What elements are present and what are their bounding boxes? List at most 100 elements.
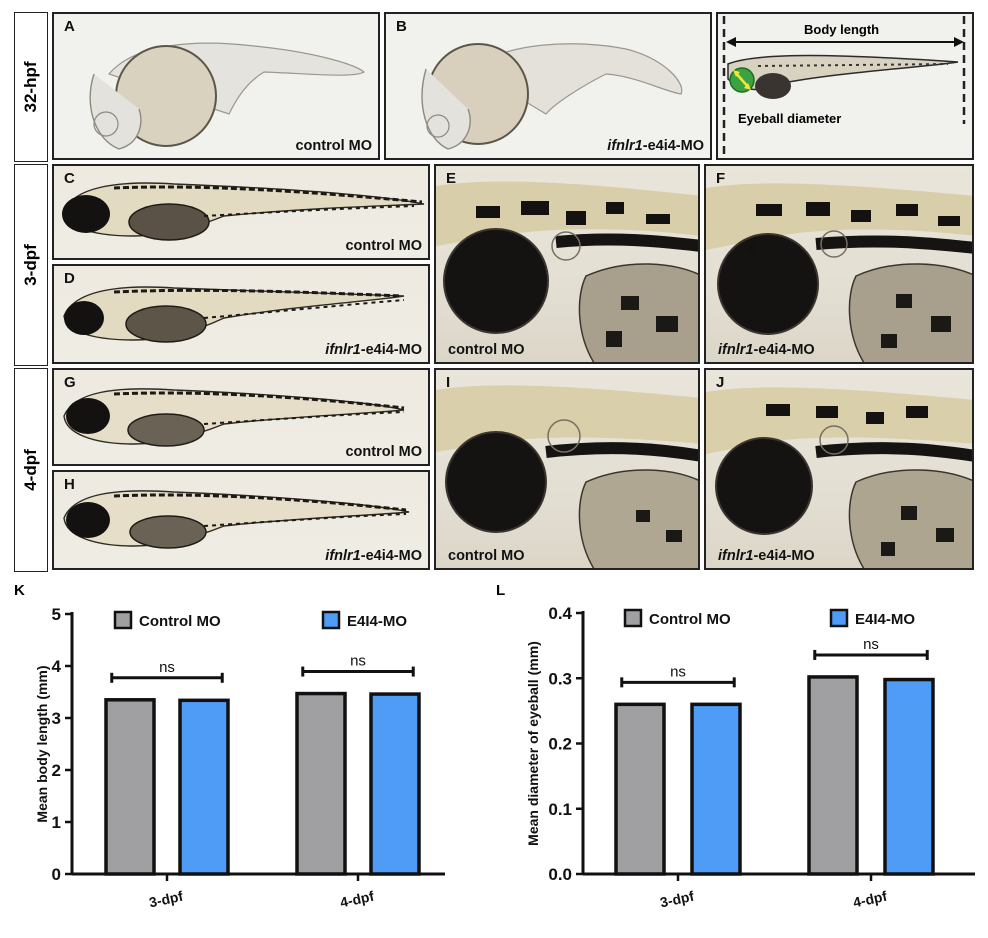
y-tick-label: 3	[52, 709, 61, 728]
panel-c: C control MO	[52, 164, 430, 260]
eyeball-diameter-label: Eyeball diameter	[738, 111, 842, 126]
larva-image	[62, 182, 425, 241]
row-label-text: 3-dpf	[21, 244, 40, 286]
legend-label: Control MO	[649, 611, 731, 628]
head-zoom-image	[706, 183, 972, 362]
bar-4-dpf-e4i4	[369, 692, 421, 876]
y-tick-label: 0.4	[548, 604, 572, 623]
panel-letter: I	[446, 374, 451, 391]
panel-letter: D	[64, 270, 75, 287]
embryo-image	[421, 43, 683, 150]
panel-caption: ifnlr1-e4i4-MO	[325, 342, 422, 358]
bar-3-dpf-e4i4	[690, 702, 742, 876]
row-label-3dpf: 3-dpf	[14, 164, 48, 366]
bar-3-dpf-e4i4	[178, 698, 230, 876]
significance-label: ns	[670, 663, 686, 680]
significance-label: ns	[350, 653, 366, 670]
panel-e: E control MO	[434, 164, 700, 364]
chart-k: 0 1 2 3 4 5 Mean body length (mm) Control MO E4I…	[0, 585, 470, 933]
chart-letter-l: L	[496, 582, 506, 599]
body-length-label: Body length	[804, 22, 880, 37]
panel-letter: C	[64, 170, 75, 187]
row-label-32hpf: 32-hpf	[14, 12, 48, 162]
y-axis-label: Mean body length (mm)	[34, 665, 50, 822]
bar-4-dpf-e4i4	[883, 677, 935, 876]
chart-l: 0.0 0.1 0.2 0.3 0.4 Mean diameter of eyeball …	[480, 585, 988, 933]
row-label-text: 4-dpf	[21, 449, 40, 491]
chart-letter-k: K	[14, 582, 25, 599]
larva-image	[63, 388, 405, 447]
legend-swatch	[623, 608, 643, 628]
panel-j: J ifnlr1-e4i4-MO	[704, 368, 974, 570]
measurement-diagram	[722, 16, 966, 158]
panel-h: H ifnlr1-e4i4-MO	[52, 470, 430, 570]
panel-caption: ifnlr1-e4i4-MO	[718, 342, 815, 358]
y-tick-label: 5	[52, 605, 61, 624]
x-tick-label: 3-dpf	[659, 888, 696, 911]
x-tick-label: 4-dpf	[852, 888, 889, 911]
gene-name: ifnlr1	[325, 548, 361, 564]
bar-3-dpf-control	[104, 698, 156, 876]
morpholino-suffix: -e4i4-MO	[360, 548, 422, 564]
significance-label: ns	[863, 636, 879, 653]
panel-f: F ifnlr1-e4i4-MO	[704, 164, 974, 364]
y-axis-label: Mean diameter of eyeball (mm)	[525, 641, 541, 846]
y-tick-label: 2	[52, 761, 61, 780]
head-zoom-image	[436, 385, 698, 568]
y-tick-label: 0	[52, 865, 61, 884]
panel-letter: F	[716, 170, 726, 187]
head-zoom-image	[436, 181, 698, 362]
panel-caption: control MO	[448, 342, 525, 358]
bar-4-dpf-control	[295, 691, 347, 876]
legend-label: E4I4-MO	[855, 611, 915, 628]
chart-l-svg: 0.0 0.1 0.2 0.3 0.4 Mean diameter of eyeball …	[525, 604, 975, 911]
x-tick-label: 3-dpf	[148, 888, 185, 911]
larva-image	[63, 490, 410, 549]
legend-swatch	[321, 610, 341, 630]
y-tick-label: 0.1	[548, 800, 572, 819]
morpholino-suffix: -e4i4-MO	[753, 342, 815, 358]
panel-caption: control MO	[295, 138, 372, 154]
panel-letter: B	[396, 18, 407, 35]
y-tick-label: 4	[52, 657, 62, 676]
panel-caption: ifnlr1-e4i4-MO	[718, 548, 815, 564]
panel-letter: A	[64, 18, 75, 35]
panel-letter: H	[64, 476, 75, 493]
y-tick-label: 0.0	[548, 865, 572, 884]
panel-b: B ifnlr1-e4i4-MO	[384, 12, 712, 160]
head-zoom-image	[706, 387, 972, 568]
chart-k-svg: 0 1 2 3 4 5 Mean body length (mm) Control MO E4I…	[34, 605, 445, 911]
morpholino-suffix: -e4i4-MO	[360, 342, 422, 358]
panel-i: I control MO	[434, 368, 700, 570]
significance-label: ns	[159, 659, 175, 676]
panel-caption: control MO	[345, 238, 422, 254]
row-label-text: 32-hpf	[21, 61, 40, 113]
panel-letter: E	[446, 170, 457, 187]
morpholino-suffix: -e4i4-MO	[642, 138, 704, 154]
bar-4-dpf-control	[807, 675, 859, 876]
x-tick-label: 4-dpf	[339, 888, 376, 911]
y-tick-label: 0.2	[548, 735, 572, 754]
legend-swatch	[829, 608, 849, 628]
panel-caption: control MO	[448, 548, 525, 564]
legend-label: Control MO	[139, 613, 221, 630]
larva-image	[63, 286, 405, 343]
legend-label: E4I4-MO	[347, 613, 407, 630]
panel-caption: control MO	[345, 444, 422, 460]
panel-d: D ifnlr1-e4i4-MO	[52, 264, 430, 364]
morpholino-suffix: -e4i4-MO	[753, 548, 815, 564]
panel-letter: J	[716, 374, 725, 391]
y-tick-label: 0.3	[548, 669, 572, 688]
gene-name: ifnlr1	[325, 342, 361, 358]
gene-name: ifnlr1	[718, 342, 754, 358]
panel-measurement: Body length Eyeball diameter	[716, 12, 974, 160]
bar-3-dpf-control	[614, 702, 666, 876]
gene-name: ifnlr1	[718, 548, 754, 564]
panel-g: G control MO	[52, 368, 430, 466]
embryo-image	[89, 42, 366, 150]
panel-caption: ifnlr1-e4i4-MO	[325, 548, 422, 564]
legend-swatch	[113, 610, 133, 630]
gene-name: ifnlr1	[607, 138, 643, 154]
y-tick-label: 1	[52, 813, 61, 832]
row-label-4dpf: 4-dpf	[14, 368, 48, 572]
